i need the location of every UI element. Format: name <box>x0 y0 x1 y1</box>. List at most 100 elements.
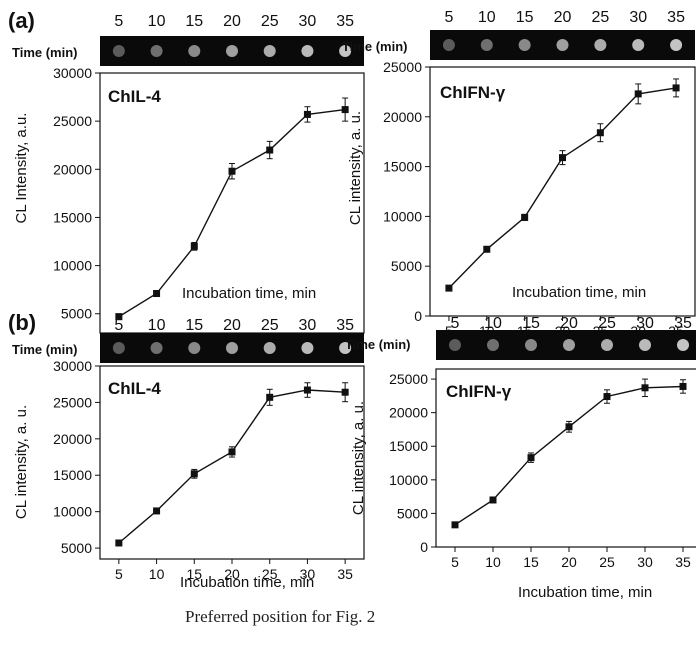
y-tick-label: 15000 <box>389 438 428 454</box>
strip-dot <box>301 342 314 354</box>
strip-dot <box>301 45 314 57</box>
strip-dot <box>449 339 461 351</box>
x-tick-label: 30 <box>637 554 653 570</box>
data-point <box>451 521 459 529</box>
chart-title: ChIFN-γ <box>440 83 506 102</box>
strip-time-label: 20 <box>223 317 241 334</box>
y-tick-label: 25000 <box>53 113 92 129</box>
strip-dot <box>263 342 276 354</box>
y-tick-label: 30000 <box>53 65 92 81</box>
data-point <box>672 84 680 92</box>
strip-time-label: 35 <box>674 315 692 332</box>
chart-1: 5 10 15 20 25 30 35 Time (min) 5 10 15 20 25 30 35 5000… <box>12 13 365 356</box>
strip-time-label: 35 <box>667 9 685 26</box>
y-tick-label: 15000 <box>53 209 92 225</box>
strip-time-label: 15 <box>522 315 540 332</box>
strip-time-label: 10 <box>148 317 166 334</box>
strip-label: Time (min) <box>342 39 408 54</box>
data-point <box>596 129 604 137</box>
chart-4: 5 10 15 20 25 30 35 Time (min) 5 10 15 20 25 30 35 0 500… <box>345 315 696 601</box>
y-tick-label: 15000 <box>383 159 422 175</box>
data-point <box>489 496 497 504</box>
strip-time-label: 30 <box>299 13 317 30</box>
x-tick-label: 35 <box>337 566 353 582</box>
series-line <box>118 389 346 544</box>
y-axis-title: CL intensity, a. u. <box>13 405 30 519</box>
y-tick-label: 10000 <box>53 504 92 520</box>
data-point <box>190 242 198 250</box>
strip-dot <box>556 39 569 51</box>
y-tick-label: 20000 <box>53 431 92 447</box>
strip-time-label: 10 <box>148 13 166 30</box>
x-tick-label: 30 <box>300 566 316 582</box>
strip-time-label: 5 <box>114 317 123 334</box>
strip-time-label: 25 <box>591 9 609 26</box>
strip-dot <box>339 342 352 354</box>
x-tick-label: 25 <box>599 554 615 570</box>
data-point <box>603 393 611 401</box>
data-point <box>153 290 161 298</box>
y-tick-label: 5000 <box>61 306 92 322</box>
strip-label: Time (min) <box>345 337 411 352</box>
strip-dot <box>670 39 683 51</box>
data-point <box>153 507 161 515</box>
strip-time-label: 10 <box>484 315 502 332</box>
strip-dot <box>150 45 163 57</box>
y-tick-label: 20000 <box>53 161 92 177</box>
strip-time-label: 25 <box>261 13 279 30</box>
strip-time-label: 25 <box>598 315 616 332</box>
chart-title: ChIFN-γ <box>446 382 512 401</box>
x-tick-label: 5 <box>115 566 123 582</box>
x-tick-label: 20 <box>561 554 577 570</box>
data-point <box>303 110 311 118</box>
strip-time-label: 15 <box>185 317 203 334</box>
panel-label-a: (a) <box>8 8 35 33</box>
x-tick-label: 35 <box>675 554 691 570</box>
data-point <box>341 106 349 114</box>
strip-time-label: 20 <box>223 13 241 30</box>
y-tick-label: 0 <box>414 308 422 324</box>
strip-dot <box>188 45 201 57</box>
y-tick-label: 25000 <box>53 394 92 410</box>
strip-dot <box>563 339 575 351</box>
strip-time-label: 20 <box>554 9 572 26</box>
strip-dot <box>487 339 499 351</box>
data-point <box>679 382 687 390</box>
chart-2: 5 10 15 20 25 30 35 Time (min) 5 10 15 20 25 30 35 0 500… <box>342 9 696 339</box>
y-tick-label: 20000 <box>389 405 428 421</box>
y-tick-label: 30000 <box>53 358 92 374</box>
y-tick-label: 5000 <box>391 258 422 274</box>
y-axis-title: CL intensity, a. u. <box>347 111 364 225</box>
data-point <box>115 539 123 547</box>
strip-time-label: 30 <box>299 317 317 334</box>
figure-caption: Preferred position for Fig. 2 <box>185 607 375 626</box>
strip-time-label: 5 <box>451 315 460 332</box>
data-point <box>190 470 198 478</box>
y-axis-title: CL Intensity, a.u. <box>13 113 30 224</box>
y-tick-label: 0 <box>420 539 428 555</box>
data-point <box>228 167 236 175</box>
data-point <box>634 90 642 98</box>
strip-time-label: 5 <box>114 13 123 30</box>
data-point <box>228 448 236 456</box>
panel-label-b: (b) <box>8 310 36 335</box>
data-point <box>483 245 491 253</box>
data-point <box>445 284 453 292</box>
strip-dot <box>442 39 455 51</box>
strip-time-label: 15 <box>185 13 203 30</box>
data-point <box>565 423 573 431</box>
strip-dot <box>339 45 352 57</box>
x-tick-label: 10 <box>485 554 501 570</box>
x-tick-label: 15 <box>523 554 539 570</box>
y-tick-label: 5000 <box>61 540 92 556</box>
strip-time-label: 35 <box>336 13 354 30</box>
strip-dot <box>150 342 163 354</box>
chart-title: ChIL-4 <box>108 87 161 106</box>
data-point <box>266 146 274 154</box>
strip-dot <box>226 342 238 354</box>
y-axis-title: CL intensity, a. u. <box>350 401 367 515</box>
y-tick-label: 10000 <box>389 472 428 488</box>
x-axis-title: Incubation time, min <box>518 584 652 601</box>
plot-frame <box>429 66 696 317</box>
